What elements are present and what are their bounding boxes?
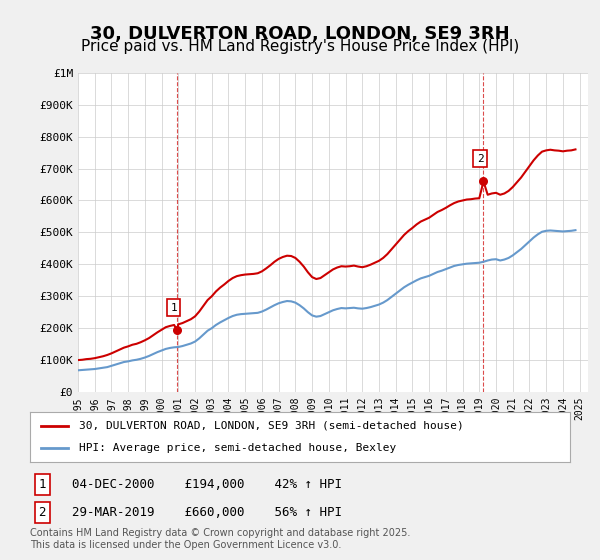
Text: Contains HM Land Registry data © Crown copyright and database right 2025.
This d: Contains HM Land Registry data © Crown c…	[30, 528, 410, 550]
Text: 04-DEC-2000    £194,000    42% ↑ HPI: 04-DEC-2000 £194,000 42% ↑ HPI	[72, 478, 342, 491]
Text: HPI: Average price, semi-detached house, Bexley: HPI: Average price, semi-detached house,…	[79, 443, 396, 453]
Point	[479, 177, 488, 186]
Text: 2: 2	[477, 154, 484, 164]
Point	[172, 325, 182, 334]
Text: Price paid vs. HM Land Registry's House Price Index (HPI): Price paid vs. HM Land Registry's House …	[81, 39, 519, 54]
Text: 1: 1	[170, 302, 177, 312]
Text: 2: 2	[38, 506, 46, 519]
Text: 1: 1	[38, 478, 46, 491]
Text: 29-MAR-2019    £660,000    56% ↑ HPI: 29-MAR-2019 £660,000 56% ↑ HPI	[72, 506, 342, 519]
Text: 30, DULVERTON ROAD, LONDON, SE9 3RH: 30, DULVERTON ROAD, LONDON, SE9 3RH	[90, 25, 510, 43]
Text: 30, DULVERTON ROAD, LONDON, SE9 3RH (semi-detached house): 30, DULVERTON ROAD, LONDON, SE9 3RH (sem…	[79, 421, 463, 431]
